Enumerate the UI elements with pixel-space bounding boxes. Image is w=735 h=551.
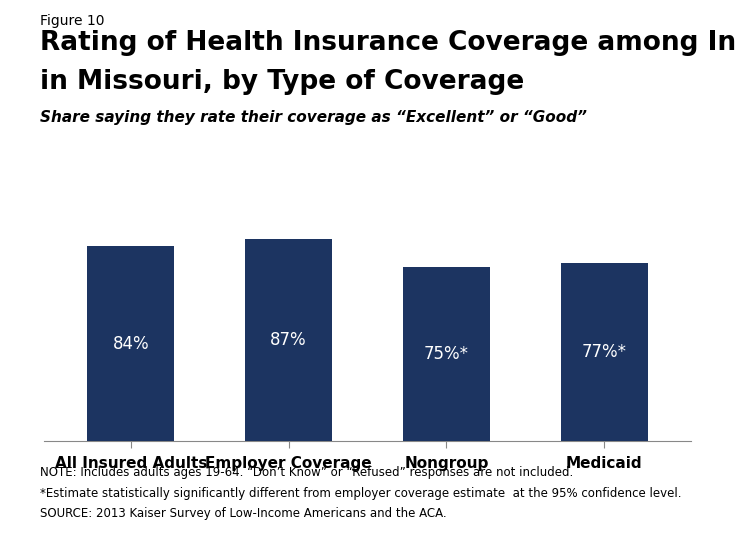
- Text: Figure 10: Figure 10: [40, 14, 105, 28]
- Text: FOUNDATION: FOUNDATION: [642, 532, 684, 537]
- Text: 87%: 87%: [270, 331, 307, 349]
- Bar: [561, 263, 648, 441]
- Bar: [403, 267, 490, 441]
- Text: 77%*: 77%*: [581, 343, 627, 361]
- Text: SOURCE: 2013 Kaiser Survey of Low-Income Americans and the ACA.: SOURCE: 2013 Kaiser Survey of Low-Income…: [40, 507, 447, 521]
- Bar: [245, 240, 332, 441]
- Text: KAISER: KAISER: [637, 500, 690, 513]
- Text: 75%*: 75%*: [424, 345, 469, 363]
- Text: Share saying they rate their coverage as “Excellent” or “Good”: Share saying they rate their coverage as…: [40, 110, 587, 125]
- Text: 84%: 84%: [112, 334, 149, 353]
- Text: NOTE: Includes adults ages 19-64. “Don’t Know” or “Refused” responses are not in: NOTE: Includes adults ages 19-64. “Don’t…: [40, 466, 574, 479]
- Text: THE HENRY J.: THE HENRY J.: [644, 487, 683, 492]
- Text: in Missouri, by Type of Coverage: in Missouri, by Type of Coverage: [40, 69, 525, 95]
- Bar: [87, 246, 174, 441]
- Text: *Estimate statistically significantly different from employer coverage estimate : *Estimate statistically significantly di…: [40, 487, 682, 500]
- Text: FAMILY: FAMILY: [637, 516, 689, 529]
- Text: Rating of Health Insurance Coverage among Insured Adults: Rating of Health Insurance Coverage amon…: [40, 30, 735, 56]
